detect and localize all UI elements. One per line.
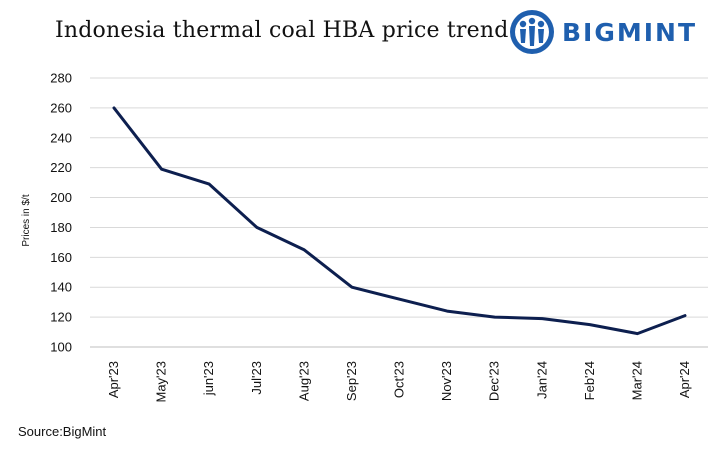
logo-text: BIGMINT — [562, 18, 698, 47]
x-tick-label: Jul'23 — [249, 361, 264, 395]
x-tick-label: Aug'23 — [296, 361, 311, 401]
gridlines — [90, 77, 708, 318]
x-tick-label: Nov'23 — [439, 361, 454, 401]
x-tick-label: Dec'23 — [487, 361, 502, 401]
y-tick-label: 260 — [50, 100, 72, 115]
y-tick-label: 220 — [50, 160, 72, 175]
y-axis-label: Prices in $/t — [21, 194, 32, 246]
x-tick-label: Mar'24 — [629, 361, 644, 400]
x-tick-label: Sep'23 — [344, 361, 359, 401]
x-tick-label: Feb'24 — [582, 361, 597, 400]
x-tick-label: Apr'24 — [677, 361, 692, 398]
y-tick-label: 100 — [50, 340, 72, 355]
y-tick-label: 140 — [50, 280, 72, 295]
y-tick-label: 160 — [50, 250, 72, 265]
x-tick-label: Oct'23 — [392, 361, 407, 398]
y-tick-label: 280 — [50, 71, 72, 86]
chart-title: Indonesia thermal coal HBA price trend — [55, 18, 509, 43]
y-tick-label: 240 — [50, 130, 72, 145]
x-tick-label: May'23 — [154, 361, 169, 403]
source-note: Source:BigMint — [18, 424, 107, 439]
y-axis-ticks: 100 120 140 160 180 200 220 240 260 280 — [50, 71, 72, 355]
x-tick-label: jun'23 — [201, 361, 216, 396]
y-tick-label: 180 — [50, 220, 72, 235]
series-line-hba-price — [112, 106, 687, 336]
y-tick-label: 120 — [50, 310, 72, 325]
x-tick-label: Apr'23 — [106, 361, 121, 398]
x-axis-ticks: Apr'23 May'23 jun'23 Jul'23 Aug'23 Sep'23 Oct'… — [106, 361, 692, 403]
people-globe-icon — [510, 10, 554, 54]
x-tick-label: Jan'24 — [534, 361, 549, 399]
bigmint-logo: BIGMINT — [508, 8, 708, 60]
y-tick-label: 200 — [50, 190, 72, 205]
